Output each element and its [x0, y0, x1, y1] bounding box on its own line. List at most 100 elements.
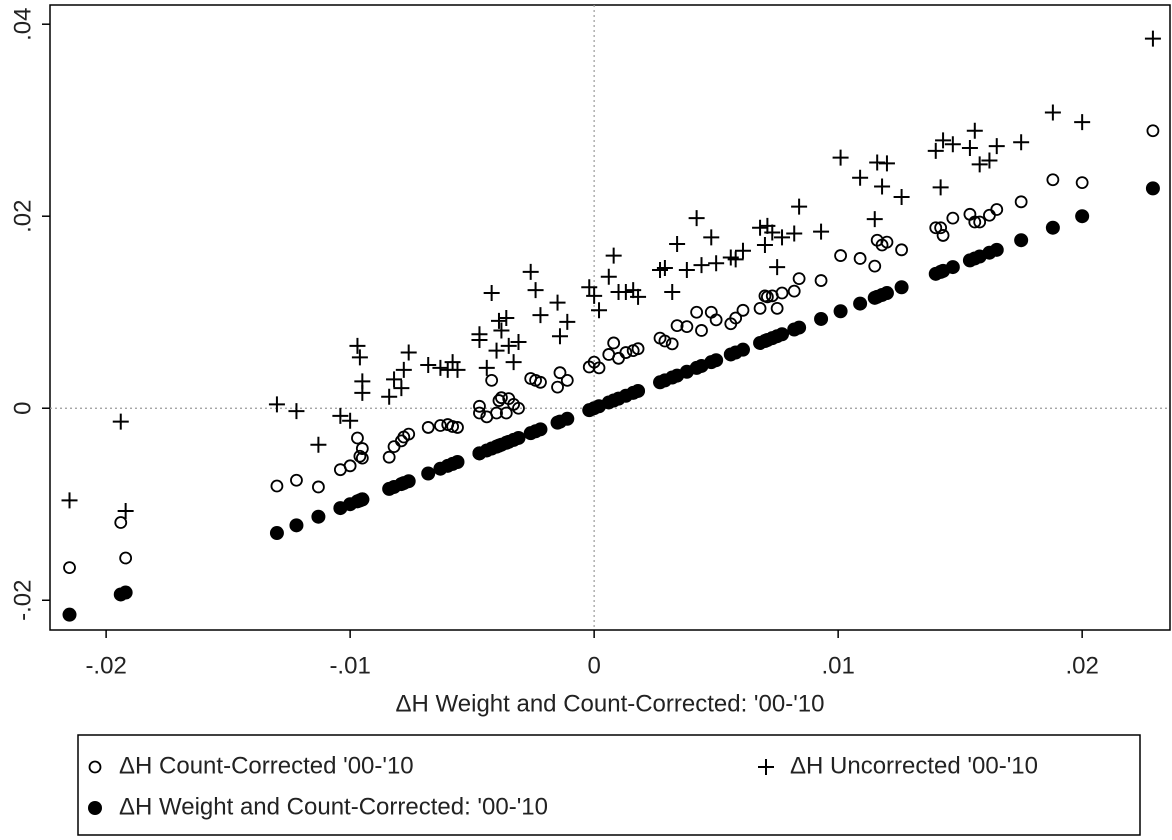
point [727, 251, 744, 268]
point [114, 516, 128, 529]
point [878, 155, 895, 172]
point [551, 380, 564, 394]
point [483, 285, 500, 302]
point [559, 313, 576, 330]
point [586, 287, 603, 304]
point [421, 421, 435, 434]
point [355, 492, 370, 507]
point [735, 342, 750, 357]
point [591, 302, 608, 319]
point [290, 473, 303, 487]
point [678, 261, 695, 278]
point [270, 479, 284, 493]
point [945, 260, 960, 275]
point [832, 149, 849, 166]
point [488, 342, 505, 359]
point [1144, 30, 1161, 47]
point [268, 396, 285, 413]
point [269, 526, 284, 541]
point [946, 211, 960, 225]
plot-frame [49, 4, 1171, 631]
point [600, 268, 617, 285]
point [833, 304, 848, 319]
point [495, 391, 508, 405]
point [332, 407, 349, 424]
point [786, 225, 803, 242]
point [792, 320, 807, 335]
point [119, 551, 133, 565]
point [973, 215, 987, 229]
point [393, 380, 410, 397]
point [893, 189, 910, 206]
point [527, 282, 544, 299]
point [451, 421, 464, 434]
point [631, 342, 645, 356]
point [736, 303, 750, 317]
point [387, 440, 401, 454]
point [752, 219, 769, 236]
point [690, 305, 704, 319]
point [944, 136, 961, 153]
point [895, 243, 908, 257]
point [665, 337, 679, 351]
point [471, 326, 488, 343]
x-axis-label: ΔH Weight and Count-Corrected: '00-'10 [396, 690, 825, 717]
point [449, 361, 466, 378]
point [853, 296, 868, 311]
point [1146, 124, 1160, 138]
point [386, 371, 403, 388]
point [1014, 233, 1029, 248]
point [874, 178, 891, 195]
point [500, 337, 517, 354]
point [932, 179, 949, 196]
point [879, 286, 894, 301]
point [680, 320, 694, 334]
point [934, 221, 948, 235]
point [355, 451, 369, 465]
point [936, 229, 950, 242]
point [473, 406, 486, 420]
x-tick-label: .01 [821, 652, 854, 679]
point [729, 311, 743, 325]
point [532, 307, 549, 324]
point [983, 208, 996, 222]
point [792, 272, 806, 286]
point [813, 223, 830, 240]
point [775, 327, 790, 342]
point [966, 122, 983, 139]
point [656, 260, 673, 277]
point [62, 607, 77, 622]
point [395, 361, 412, 378]
point [968, 215, 982, 229]
point [770, 301, 784, 315]
point [63, 561, 76, 574]
point [990, 203, 1004, 216]
point [351, 431, 364, 445]
point [971, 156, 988, 173]
point [834, 249, 847, 262]
point [349, 337, 366, 354]
point [1145, 181, 1160, 196]
point [549, 294, 566, 311]
point [607, 336, 621, 350]
point [853, 252, 867, 265]
legend-marker [88, 760, 102, 774]
point [670, 319, 684, 333]
point [709, 353, 724, 368]
point [351, 349, 368, 366]
point [814, 311, 829, 326]
point [664, 284, 681, 301]
x-tick-label: 0 [587, 652, 600, 679]
point [401, 474, 416, 489]
point [434, 419, 447, 432]
point [581, 279, 598, 296]
point [688, 210, 705, 227]
point [708, 255, 725, 272]
point [522, 263, 539, 280]
point [553, 366, 567, 380]
point [450, 454, 465, 469]
point [511, 430, 526, 445]
x-tick-label: -.02 [85, 652, 126, 679]
legend-label: ΔH Uncorrected '00-'10 [790, 752, 1038, 779]
